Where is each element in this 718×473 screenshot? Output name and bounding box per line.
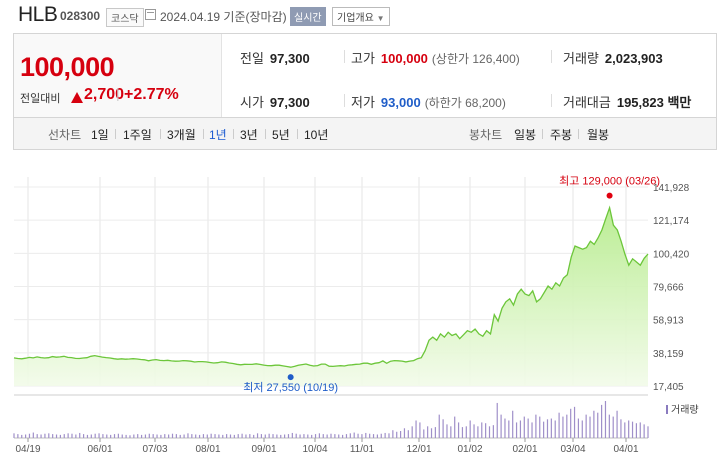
high-value: 100,000	[380, 51, 428, 66]
tab-period-1d[interactable]: 1일	[91, 128, 109, 142]
candle-chart-label: 봉차트	[469, 128, 503, 142]
tab-candle-day[interactable]: 일봉	[514, 128, 537, 142]
tab-period-3y[interactable]: 3년	[240, 128, 258, 142]
x-tick-label: 06/01	[87, 444, 112, 455]
amount-label: 거래대금	[563, 95, 611, 110]
volume-legend-label: 거래량	[671, 404, 699, 416]
y-tick-label: 141,928	[653, 183, 690, 194]
stock-header: HLB 028300 코스닥 2024.04.19 기준(장마감) 실시간 기업…	[0, 0, 718, 30]
trade-amount: 거래대금 195,823 백만	[563, 92, 691, 111]
price-line	[13, 205, 649, 368]
low-label: 저가	[351, 95, 375, 110]
tab-period-10y[interactable]: 10년	[304, 128, 329, 142]
amount-value: 195,823 백만	[616, 95, 692, 110]
min-label: 최저 27,550 (10/19)	[243, 381, 338, 394]
low-price: 저가 93,000 (하한가 68,200)	[351, 92, 506, 111]
max-marker	[606, 192, 613, 199]
upper-limit: (상한가 126,400)	[431, 52, 520, 66]
tab-candle-week[interactable]: 주봉	[550, 128, 573, 142]
tab-candle-month[interactable]: 월봉	[587, 128, 610, 142]
x-tick-label: 01/02	[457, 444, 482, 455]
prev-close-value: 97,300	[269, 51, 310, 66]
y-tick-label: 38,159	[653, 349, 684, 360]
change-label: 전일대비	[20, 93, 61, 105]
volume-value: 2,023,903	[604, 51, 663, 66]
open-value: 97,300	[269, 95, 310, 110]
x-tick-label: 07/03	[142, 444, 167, 455]
realtime-button[interactable]: 실시간	[290, 7, 326, 26]
line-chart-label: 선차트	[48, 128, 82, 142]
x-tick-label: 10/04	[302, 444, 327, 455]
x-tick-label: 04/01	[613, 444, 638, 455]
tab-period-1y[interactable]: 1년	[209, 128, 227, 142]
price-change: 2,700	[84, 86, 125, 103]
x-tick-label: 04/19	[15, 444, 40, 455]
price-change-pct: +2.77%	[116, 85, 179, 104]
tab-period-5y[interactable]: 5년	[272, 128, 290, 142]
high-label: 고가	[351, 51, 375, 66]
tab-period-1w[interactable]: 1주일	[123, 128, 152, 142]
x-tick-label: 11/01	[350, 444, 375, 455]
x-tick-label: 08/01	[195, 444, 220, 455]
company-info-label: 기업개요	[337, 13, 374, 24]
open-label: 시가	[240, 95, 264, 110]
open-price: 시가 97,300	[240, 92, 310, 111]
x-tick-label: 02/01	[512, 444, 537, 455]
x-tick-label: 03/04	[560, 444, 585, 455]
x-tick-label: 12/01	[406, 444, 431, 455]
y-tick-label: 100,420	[653, 249, 690, 260]
volume-label: 거래량	[563, 51, 599, 66]
price-area	[14, 207, 648, 386]
max-label: 최고 129,000 (03/26)	[559, 175, 660, 188]
y-tick-label: 17,405	[653, 382, 684, 393]
low-value: 93,000	[380, 95, 421, 110]
quote-date: 2024.04.19 기준(장마감)	[160, 8, 287, 25]
volume-legend-swatch	[666, 405, 668, 414]
stock-code: 028300	[60, 9, 101, 23]
up-triangle-icon	[71, 92, 83, 103]
company-info-dropdown[interactable]: 기업개요 ▼	[332, 7, 390, 26]
chevron-down-icon: ▼	[376, 14, 385, 23]
high-price: 고가 100,000 (상한가 126,400)	[351, 48, 520, 67]
chart-tab-bar: 선차트 1일 1주일 3개월 1년 3년 5년 10년 봉차트 일봉 주봉 월봉	[13, 118, 717, 150]
prev-close: 전일 97,300	[240, 48, 310, 67]
current-price: 100,000	[20, 52, 115, 82]
quote-summary: 100,000 전일대비 2,700 +2.77% 전일 97,300 고가 100…	[13, 33, 717, 118]
stock-name: HLB	[18, 3, 58, 26]
price-chart: 141,928 121,174 100,420 79,666 58,913 38,159 1…	[0, 150, 718, 468]
prev-close-label: 전일	[240, 51, 264, 66]
x-tick-label: 09/01	[251, 444, 276, 455]
price-panel: 100,000 전일대비 2,700 +2.77%	[14, 34, 222, 117]
chart-svg: 141,928 121,174 100,420 79,666 58,913 38,159 1…	[13, 175, 699, 455]
date-basis: 기준(장마감)	[223, 10, 287, 24]
calendar-icon	[145, 9, 156, 20]
lower-limit: (하한가 68,200)	[424, 96, 506, 110]
min-marker	[287, 374, 294, 381]
date-value: 2024.04.19	[160, 10, 221, 24]
y-tick-label: 121,174	[653, 216, 690, 227]
y-tick-label: 79,666	[653, 283, 684, 294]
market-badge: 코스닥	[106, 8, 144, 27]
volume: 거래량 2,023,903	[563, 48, 663, 67]
y-tick-label: 58,913	[653, 316, 684, 327]
tab-period-3m[interactable]: 3개월	[167, 128, 196, 142]
